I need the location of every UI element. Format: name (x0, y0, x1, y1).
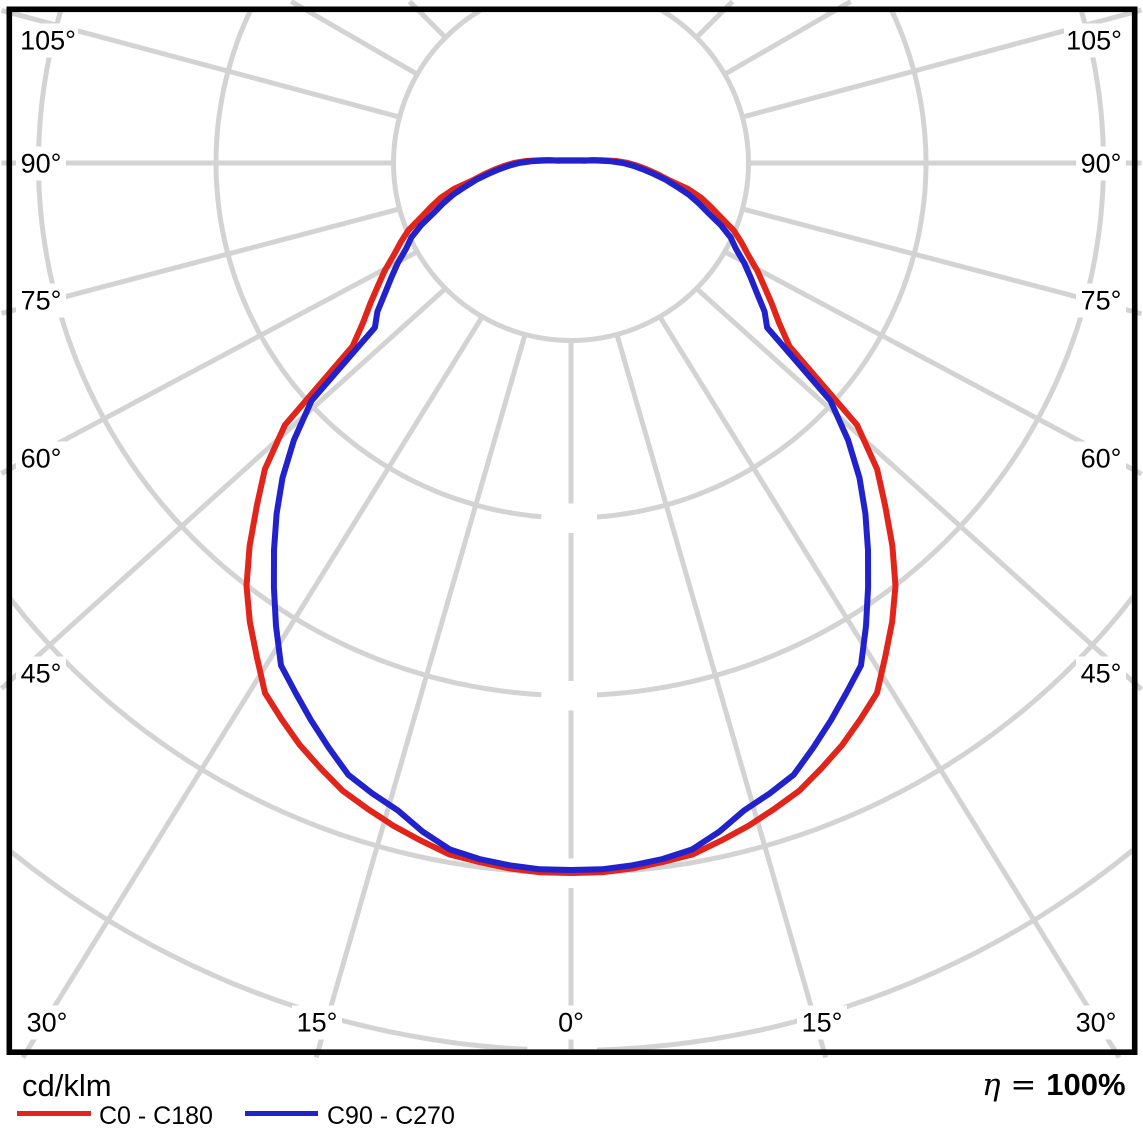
curve-c90-c270 (270, 157, 872, 873)
legend-label-c90-c270: C90 - C270 (327, 1102, 455, 1130)
angle-label: 45° (21, 659, 62, 689)
plot-border (6, 6, 1138, 1056)
grid-ray-75-right (741, 206, 1143, 317)
legend-label-c0-c180: C0 - C180 (99, 1102, 213, 1130)
curve-c0-c180 (243, 157, 899, 876)
efficiency-label: η = 100% (982, 1067, 1126, 1103)
angle-label-backing (16, 441, 66, 476)
angle-label: 90° (1081, 149, 1122, 179)
angle-label-backing (1064, 23, 1124, 58)
angle-label: 90° (21, 149, 62, 179)
angle-label-backing (16, 283, 66, 318)
efficiency-value: 100% (1046, 1067, 1125, 1102)
efficiency-eta: η (982, 1067, 1001, 1103)
angle-label-backing (16, 146, 66, 181)
grid-ray-30-right (657, 315, 1122, 1059)
angle-label-backing (1076, 656, 1126, 691)
angle-label: 75° (1081, 286, 1122, 316)
efficiency-eq: = (1001, 1067, 1047, 1103)
grid-ray-120-left (290, 0, 419, 77)
grid-ray-45-right (694, 286, 1143, 692)
angle-label-backing (546, 1005, 596, 1040)
grid-ring-3 (35, 12, 1107, 698)
angle-labels: 105° 90° 75° 60° 45° 105° 90° 75° 60° 45° 30° 15° 0°… (16, 23, 1126, 1040)
angle-label-backing (22, 1005, 72, 1040)
angle-label: 15° (802, 1008, 843, 1038)
angle-label-backing (797, 1005, 847, 1040)
angle-label-backing (18, 23, 78, 58)
intensity-curves (243, 157, 899, 876)
grid-ray-60-left (0, 249, 419, 476)
angle-label: 30° (27, 1008, 68, 1038)
angle-label: 105° (1066, 26, 1122, 56)
angle-label: 75° (21, 286, 62, 316)
angle-label-backing (1071, 1005, 1121, 1040)
legend: C0 - C180 C90 - C270 (17, 1102, 455, 1130)
grid-rings (12, 12, 1132, 1050)
grid-ray-15-right (614, 333, 829, 1059)
angle-label: 45° (1081, 659, 1122, 689)
grid-ray-45-left (0, 286, 448, 691)
angle-label: 60° (21, 444, 62, 474)
polar-grid (0, 0, 1143, 1059)
angle-label-backing (1076, 146, 1126, 181)
unit-label: cd/klm (22, 1068, 112, 1103)
grid-ray-30-left (20, 315, 485, 1059)
grid-ray-120-right (723, 0, 852, 77)
angle-label-backing (292, 1005, 342, 1040)
angle-label: 60° (1081, 444, 1122, 474)
grid-ray-75-left (0, 206, 401, 316)
angle-label-backing (16, 656, 66, 691)
grid-ring-1 (391, 12, 751, 343)
angle-label: 105° (20, 26, 76, 56)
angle-label-backing (1076, 283, 1126, 318)
angle-label-backing (1076, 441, 1126, 476)
grid-ray-60-right (723, 249, 1143, 477)
grid-ray-15-left (313, 333, 528, 1059)
angle-label: 30° (1076, 1008, 1117, 1038)
angle-label: 15° (297, 1008, 338, 1038)
angle-label: 0° (558, 1008, 584, 1038)
grid-ring-2 (213, 12, 929, 520)
